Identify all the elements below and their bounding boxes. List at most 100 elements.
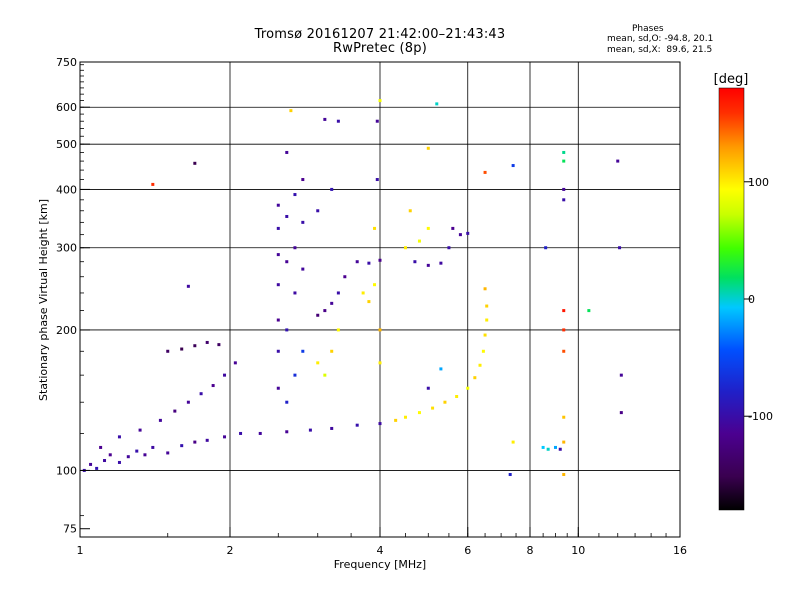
y-tick-label: 100: [56, 464, 77, 477]
data-point: [562, 415, 566, 419]
data-point: [367, 300, 371, 304]
data-point: [367, 261, 371, 265]
data-point: [233, 361, 237, 365]
x-tick-label: 16: [673, 544, 687, 557]
data-point: [285, 328, 289, 332]
y-tick-label: 200: [56, 324, 77, 337]
data-point: [95, 466, 99, 470]
data-point: [426, 386, 430, 390]
data-point: [308, 428, 312, 432]
x-axis-ticks: 1 2 4 6 8 10 16: [77, 527, 687, 557]
data-point: [553, 445, 557, 449]
data-point: [443, 400, 447, 404]
colorbar: [718, 87, 745, 511]
data-point: [186, 400, 190, 404]
y-tick-label: 750: [56, 56, 77, 69]
data-point: [205, 438, 209, 442]
data-point: [117, 460, 121, 464]
data-point: [301, 220, 305, 224]
data-point: [355, 260, 359, 264]
data-point: [562, 198, 566, 202]
data-point: [223, 435, 227, 439]
data-point: [103, 459, 107, 463]
data-point: [483, 287, 487, 291]
data-point: [373, 283, 377, 287]
data-point: [330, 187, 334, 191]
data-point: [166, 349, 170, 353]
data-point: [417, 411, 421, 415]
grid-lines: [80, 62, 680, 537]
chart-subtitle: RwPretec (8p): [333, 41, 427, 56]
colorbar-tick-label: -100: [748, 410, 773, 423]
data-point: [562, 349, 566, 353]
data-point: [378, 361, 382, 365]
data-point: [375, 178, 379, 182]
y-axis-label: Stationary phase Virtual Height [km]: [37, 199, 50, 401]
y-tick-label: 500: [56, 138, 77, 151]
data-point: [89, 462, 93, 466]
data-point: [285, 150, 289, 154]
x-tick-label: 6: [464, 544, 471, 557]
data-point: [485, 318, 489, 322]
y-tick-label: 400: [56, 183, 77, 196]
data-point: [138, 428, 142, 432]
data-point: [378, 99, 382, 103]
data-point: [301, 267, 305, 271]
data-point: [431, 406, 435, 410]
data-point: [618, 246, 622, 250]
data-point: [455, 395, 459, 399]
data-point: [587, 309, 591, 313]
data-point: [151, 445, 155, 449]
data-point: [336, 291, 340, 295]
data-point: [293, 291, 297, 295]
data-point: [466, 231, 470, 235]
data-point: [336, 119, 340, 123]
data-point: [417, 239, 421, 243]
data-point: [285, 214, 289, 218]
data-point: [316, 209, 320, 213]
data-point: [276, 226, 280, 230]
data-point: [562, 473, 566, 477]
data-point: [316, 361, 320, 365]
data-point: [343, 275, 347, 279]
data-point: [562, 150, 566, 154]
data-point: [558, 447, 562, 451]
data-point: [199, 392, 203, 396]
data-point: [544, 246, 548, 250]
data-point: [180, 444, 184, 448]
data-point: [361, 291, 365, 295]
data-point: [285, 260, 289, 264]
colorbar-tick-label: 100: [748, 176, 769, 189]
data-point: [330, 301, 334, 305]
data-point: [373, 226, 377, 230]
data-point: [151, 182, 155, 186]
data-point: [413, 260, 417, 264]
data-point: [562, 328, 566, 332]
data-point: [108, 453, 112, 457]
data-point: [403, 246, 407, 250]
colorbar-label: [deg]: [714, 72, 749, 87]
data-point: [276, 253, 280, 257]
phases-heading: Phases: [632, 24, 664, 34]
data-point: [336, 328, 340, 332]
colorbar-ticks: 100 0 -100: [744, 176, 773, 423]
data-point: [483, 333, 487, 337]
data-point: [223, 373, 227, 377]
data-point: [293, 246, 297, 250]
data-point: [511, 164, 515, 168]
data-point: [205, 340, 209, 344]
data-point: [330, 426, 334, 430]
data-point: [355, 423, 359, 427]
data-point: [439, 367, 443, 371]
data-point: [508, 473, 512, 477]
data-point: [323, 117, 327, 121]
data-point: [541, 445, 545, 449]
x-axis-label: Frequency [MHz]: [334, 558, 426, 571]
colorbar-tick-label: 0: [748, 293, 755, 306]
data-point: [193, 161, 197, 165]
data-point: [301, 349, 305, 353]
x-tick-label: 1: [77, 544, 84, 557]
y-tick-label: 600: [56, 101, 77, 114]
data-point: [143, 453, 147, 457]
